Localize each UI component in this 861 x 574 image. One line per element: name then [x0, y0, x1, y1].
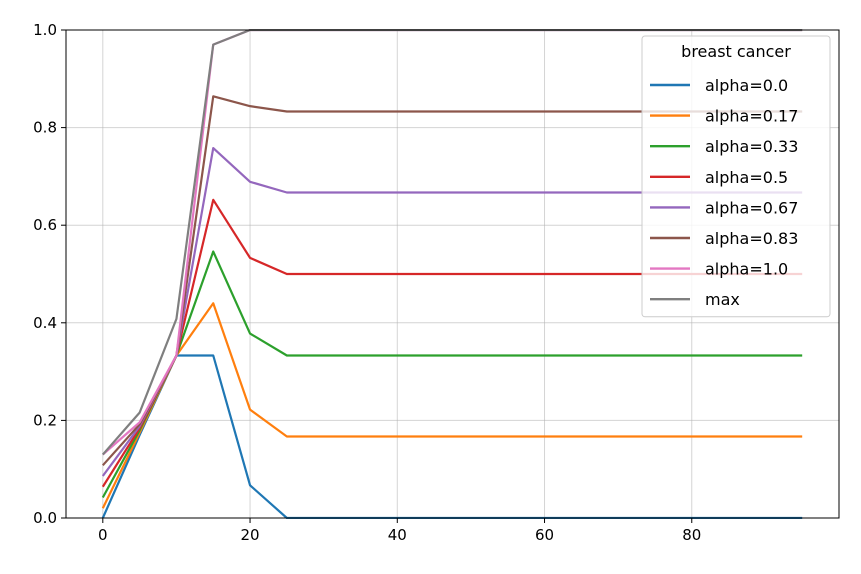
- axis-ticks: 0 20 40 60 80 0.0 0.2 0.4 0.6 0.8 1.0: [33, 21, 701, 544]
- y-tick-label: 0.4: [33, 314, 57, 332]
- legend-label: alpha=1.0: [705, 260, 788, 279]
- series-line-alpha-0-33: [101, 250, 803, 499]
- legend-label: max: [705, 290, 740, 309]
- y-tick-label: 0.6: [33, 216, 57, 234]
- legend-title: breast cancer: [681, 42, 791, 61]
- legend-item: max: [650, 290, 740, 309]
- x-tick-label: 0: [98, 526, 108, 544]
- y-tick-label: 0.8: [33, 119, 57, 137]
- legend-item: alpha=0.17: [650, 107, 798, 126]
- legend-item: alpha=0.33: [650, 137, 798, 156]
- legend-label: alpha=0.0: [705, 76, 788, 95]
- legend-item: alpha=0.67: [650, 198, 798, 217]
- legend-label: alpha=0.17: [705, 107, 798, 126]
- y-tick-label: 0.2: [33, 411, 57, 429]
- x-tick-label: 40: [388, 526, 407, 544]
- legend: breast cancer alpha=0.0alpha=0.17alpha=0…: [641, 35, 831, 318]
- legend-label: alpha=0.5: [705, 168, 788, 187]
- legend-label: alpha=0.83: [705, 229, 798, 248]
- legend-label: alpha=0.67: [705, 198, 798, 217]
- legend-item: alpha=1.0: [650, 260, 788, 279]
- x-tick-label: 20: [241, 526, 260, 544]
- legend-item: alpha=0.5: [650, 168, 788, 187]
- x-tick-label: 60: [535, 526, 554, 544]
- legend-item: alpha=0.0: [650, 76, 788, 95]
- legend-item: alpha=0.83: [650, 229, 798, 248]
- legend-label: alpha=0.33: [705, 137, 798, 156]
- y-tick-label: 1.0: [33, 21, 57, 39]
- legend-items: alpha=0.0 alpha=0.17 alpha=0.33 alpha=0.5 al…: [650, 76, 798, 309]
- x-tick-label: 80: [682, 526, 701, 544]
- series-line-alpha-0-17: [101, 302, 803, 509]
- legend-box: [641, 35, 831, 318]
- y-tick-label: 0.0: [33, 509, 57, 527]
- axes-frame: [65, 29, 840, 519]
